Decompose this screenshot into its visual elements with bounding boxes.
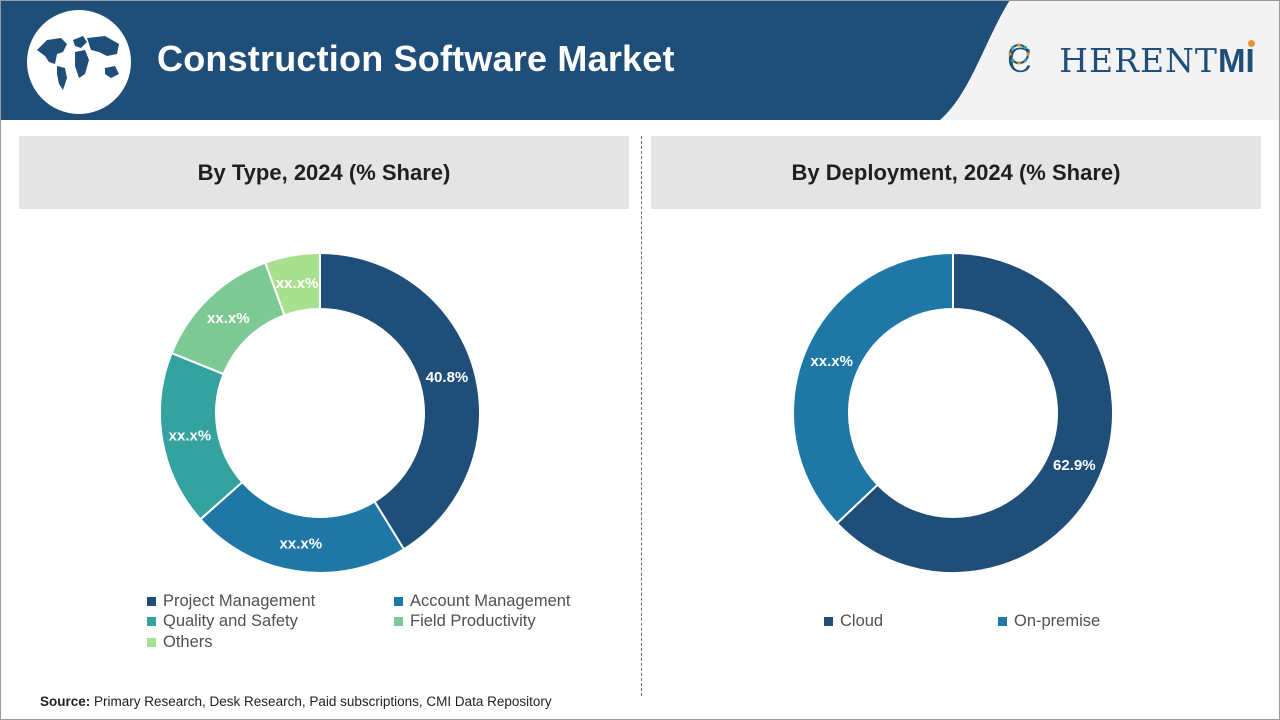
legend-label-project-management: Project Management (163, 592, 316, 610)
data-label-on-premise: xx.x% (810, 353, 853, 370)
deployment-chart-title: By Deployment, 2024 (% Share) (651, 136, 1261, 209)
logo-o-icon (1008, 43, 1058, 74)
data-label-others: xx.x% (276, 275, 319, 292)
legend-item-quality-and-safety: Quality and Safety (147, 612, 298, 631)
legend-label-cloud: Cloud (840, 612, 884, 630)
legend-swatch-quality-and-safety (147, 617, 156, 626)
source-note: Source: Primary Research, Desk Research,… (40, 694, 552, 709)
legend-label-field-productivity: Field Productivity (410, 612, 536, 630)
legend-swatch-cloud (824, 617, 833, 626)
source-label: Source: (40, 694, 91, 709)
page-title: Construction Software Market (157, 38, 675, 79)
legend-swatch-field-productivity (394, 617, 403, 626)
header-background (0, 0, 1280, 120)
legend-label-quality-and-safety: Quality and Safety (163, 612, 298, 630)
legend-item-others: Others (147, 633, 213, 652)
legend-swatch-on-premise (998, 617, 1007, 626)
slice-account-management (199, 480, 406, 574)
legend-label-others: Others (163, 633, 213, 651)
data-label-field-productivity: xx.x% (207, 310, 250, 327)
legend-label-on-premise: On-premise (1014, 612, 1101, 630)
data-label-quality-and-safety: xx.x% (169, 428, 212, 445)
legend-swatch-project-management (147, 597, 156, 606)
slice-others (263, 251, 321, 317)
data-label-cloud: 62.9% (1053, 457, 1096, 474)
data-label-project-management: 40.8% (426, 369, 469, 386)
type-chart-title: By Type, 2024 (% Share) (19, 136, 629, 209)
legend-item-on-premise: On-premise (998, 612, 1100, 631)
legend-item-field-productivity: Field Productivity (394, 612, 536, 631)
legend-item-cloud: Cloud (824, 612, 883, 631)
slice-cloud (835, 251, 1114, 574)
slice-project-management (319, 251, 481, 551)
globe-icon (27, 10, 131, 114)
legend-label-account-management: Account Management (410, 592, 571, 610)
slice-on-premise (792, 251, 954, 525)
legend-swatch-account-management (394, 597, 403, 606)
header-banner: Construction Software Market C HERENTMI (0, 0, 1280, 120)
legend-item-project-management: Project Management (147, 592, 315, 611)
legend-item-account-management: Account Management (394, 592, 571, 611)
source-text: Primary Research, Desk Research, Paid su… (90, 694, 552, 709)
legend-swatch-others (147, 638, 156, 647)
panel-divider (641, 136, 642, 696)
data-label-account-management: xx.x% (280, 536, 323, 553)
brand-logo: C HERENTMI (1007, 40, 1256, 80)
